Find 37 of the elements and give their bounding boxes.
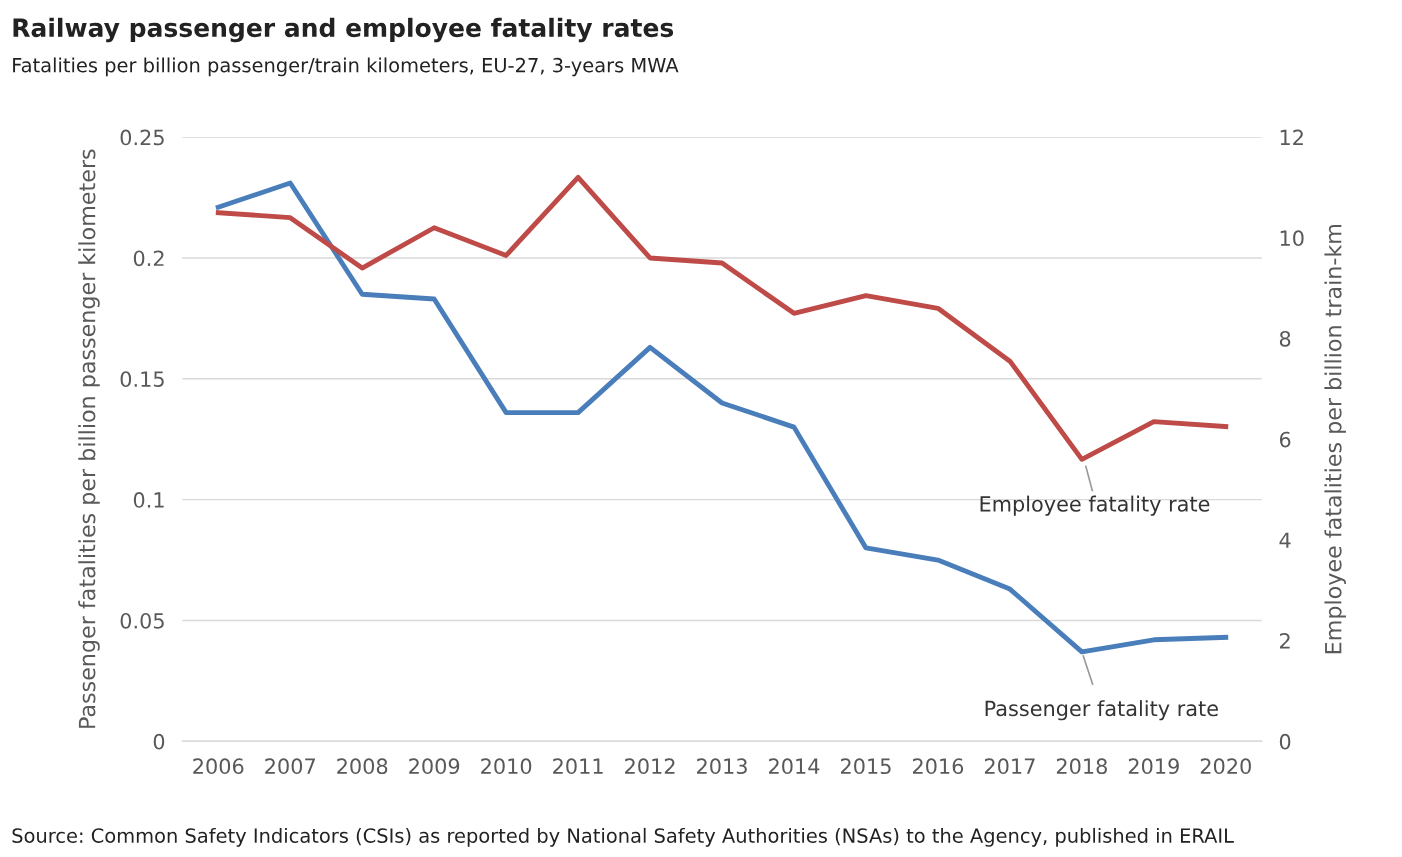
x-tick-label: 2013 — [697, 758, 747, 775]
source-note: Source: Common Safety Indicators (CSIs) as reported by National Safety Authorities (NSAs) to the Agency, published in ERAIL — [12, 827, 1234, 847]
line-series — [215, 174, 1229, 462]
line-series — [215, 180, 1229, 655]
x-tick-label: 2014 — [769, 758, 820, 775]
x-tick-label: 2007 — [265, 758, 315, 775]
x-tick-label: 2006 — [193, 758, 244, 775]
y-tick-label: 0.05 — [120, 612, 164, 629]
x-tick-label: 2010 — [481, 758, 532, 775]
x-tick-label: 2012 — [625, 758, 675, 775]
y-tick-label: 0.15 — [120, 371, 164, 388]
y2-tick-label: 8 — [1279, 330, 1291, 347]
x-tick-label: 2019 — [1128, 758, 1179, 775]
y-tick-label: 0.2 — [133, 250, 164, 267]
annotation: Passenger fatality rate — [985, 700, 1218, 721]
y-tick-label: 0.1 — [133, 492, 164, 508]
y-axis-title: Passenger fatalities per billion passenger kilometers — [78, 149, 100, 728]
y2-tick-label: 6 — [1279, 431, 1291, 448]
x-tick-label: 2011 — [553, 758, 603, 775]
x-tick-label: 2009 — [409, 758, 460, 775]
chart-subtitle: Fatalities per billion passenger/train kilometers, EU-27, 3-years MWA — [13, 57, 679, 77]
y2-tick-label: 4 — [1279, 532, 1291, 548]
y2-tick-label: 0 — [1279, 733, 1291, 750]
y2-tick-label: 2 — [1279, 633, 1290, 649]
y2-tick-label: 12 — [1280, 129, 1303, 146]
x-tick-label: 2018 — [1056, 758, 1107, 775]
y-tick-label: 0.25 — [120, 129, 164, 146]
chart-title: Railway passenger and employee fatality rates — [13, 17, 674, 43]
annotation: Employee fatality rate — [980, 495, 1210, 516]
y-tick-label: 0 — [153, 733, 165, 750]
y2-tick-label: 10 — [1280, 230, 1304, 247]
x-tick-label: 2017 — [984, 758, 1035, 775]
x-tick-label: 2016 — [912, 758, 964, 775]
y2-axis-title: Employee fatalities per billion train-km — [1324, 224, 1346, 654]
x-tick-label: 2008 — [337, 758, 388, 775]
x-tick-label: 2015 — [840, 758, 891, 775]
x-tick-label: 2020 — [1200, 758, 1251, 775]
